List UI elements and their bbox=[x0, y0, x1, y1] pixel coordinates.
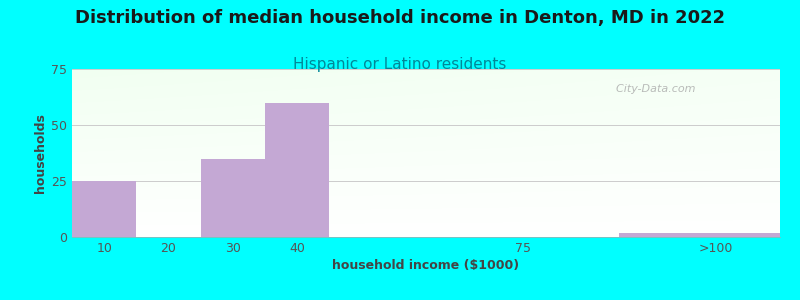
Y-axis label: households: households bbox=[34, 113, 47, 193]
Bar bbox=[265, 103, 330, 237]
Bar bbox=[201, 159, 265, 237]
Text: Hispanic or Latino residents: Hispanic or Latino residents bbox=[294, 57, 506, 72]
Text: Distribution of median household income in Denton, MD in 2022: Distribution of median household income … bbox=[75, 9, 725, 27]
Bar bbox=[619, 232, 780, 237]
X-axis label: household income ($1000): household income ($1000) bbox=[333, 259, 519, 272]
Text: City-Data.com: City-Data.com bbox=[610, 84, 696, 94]
Bar bbox=[72, 181, 136, 237]
